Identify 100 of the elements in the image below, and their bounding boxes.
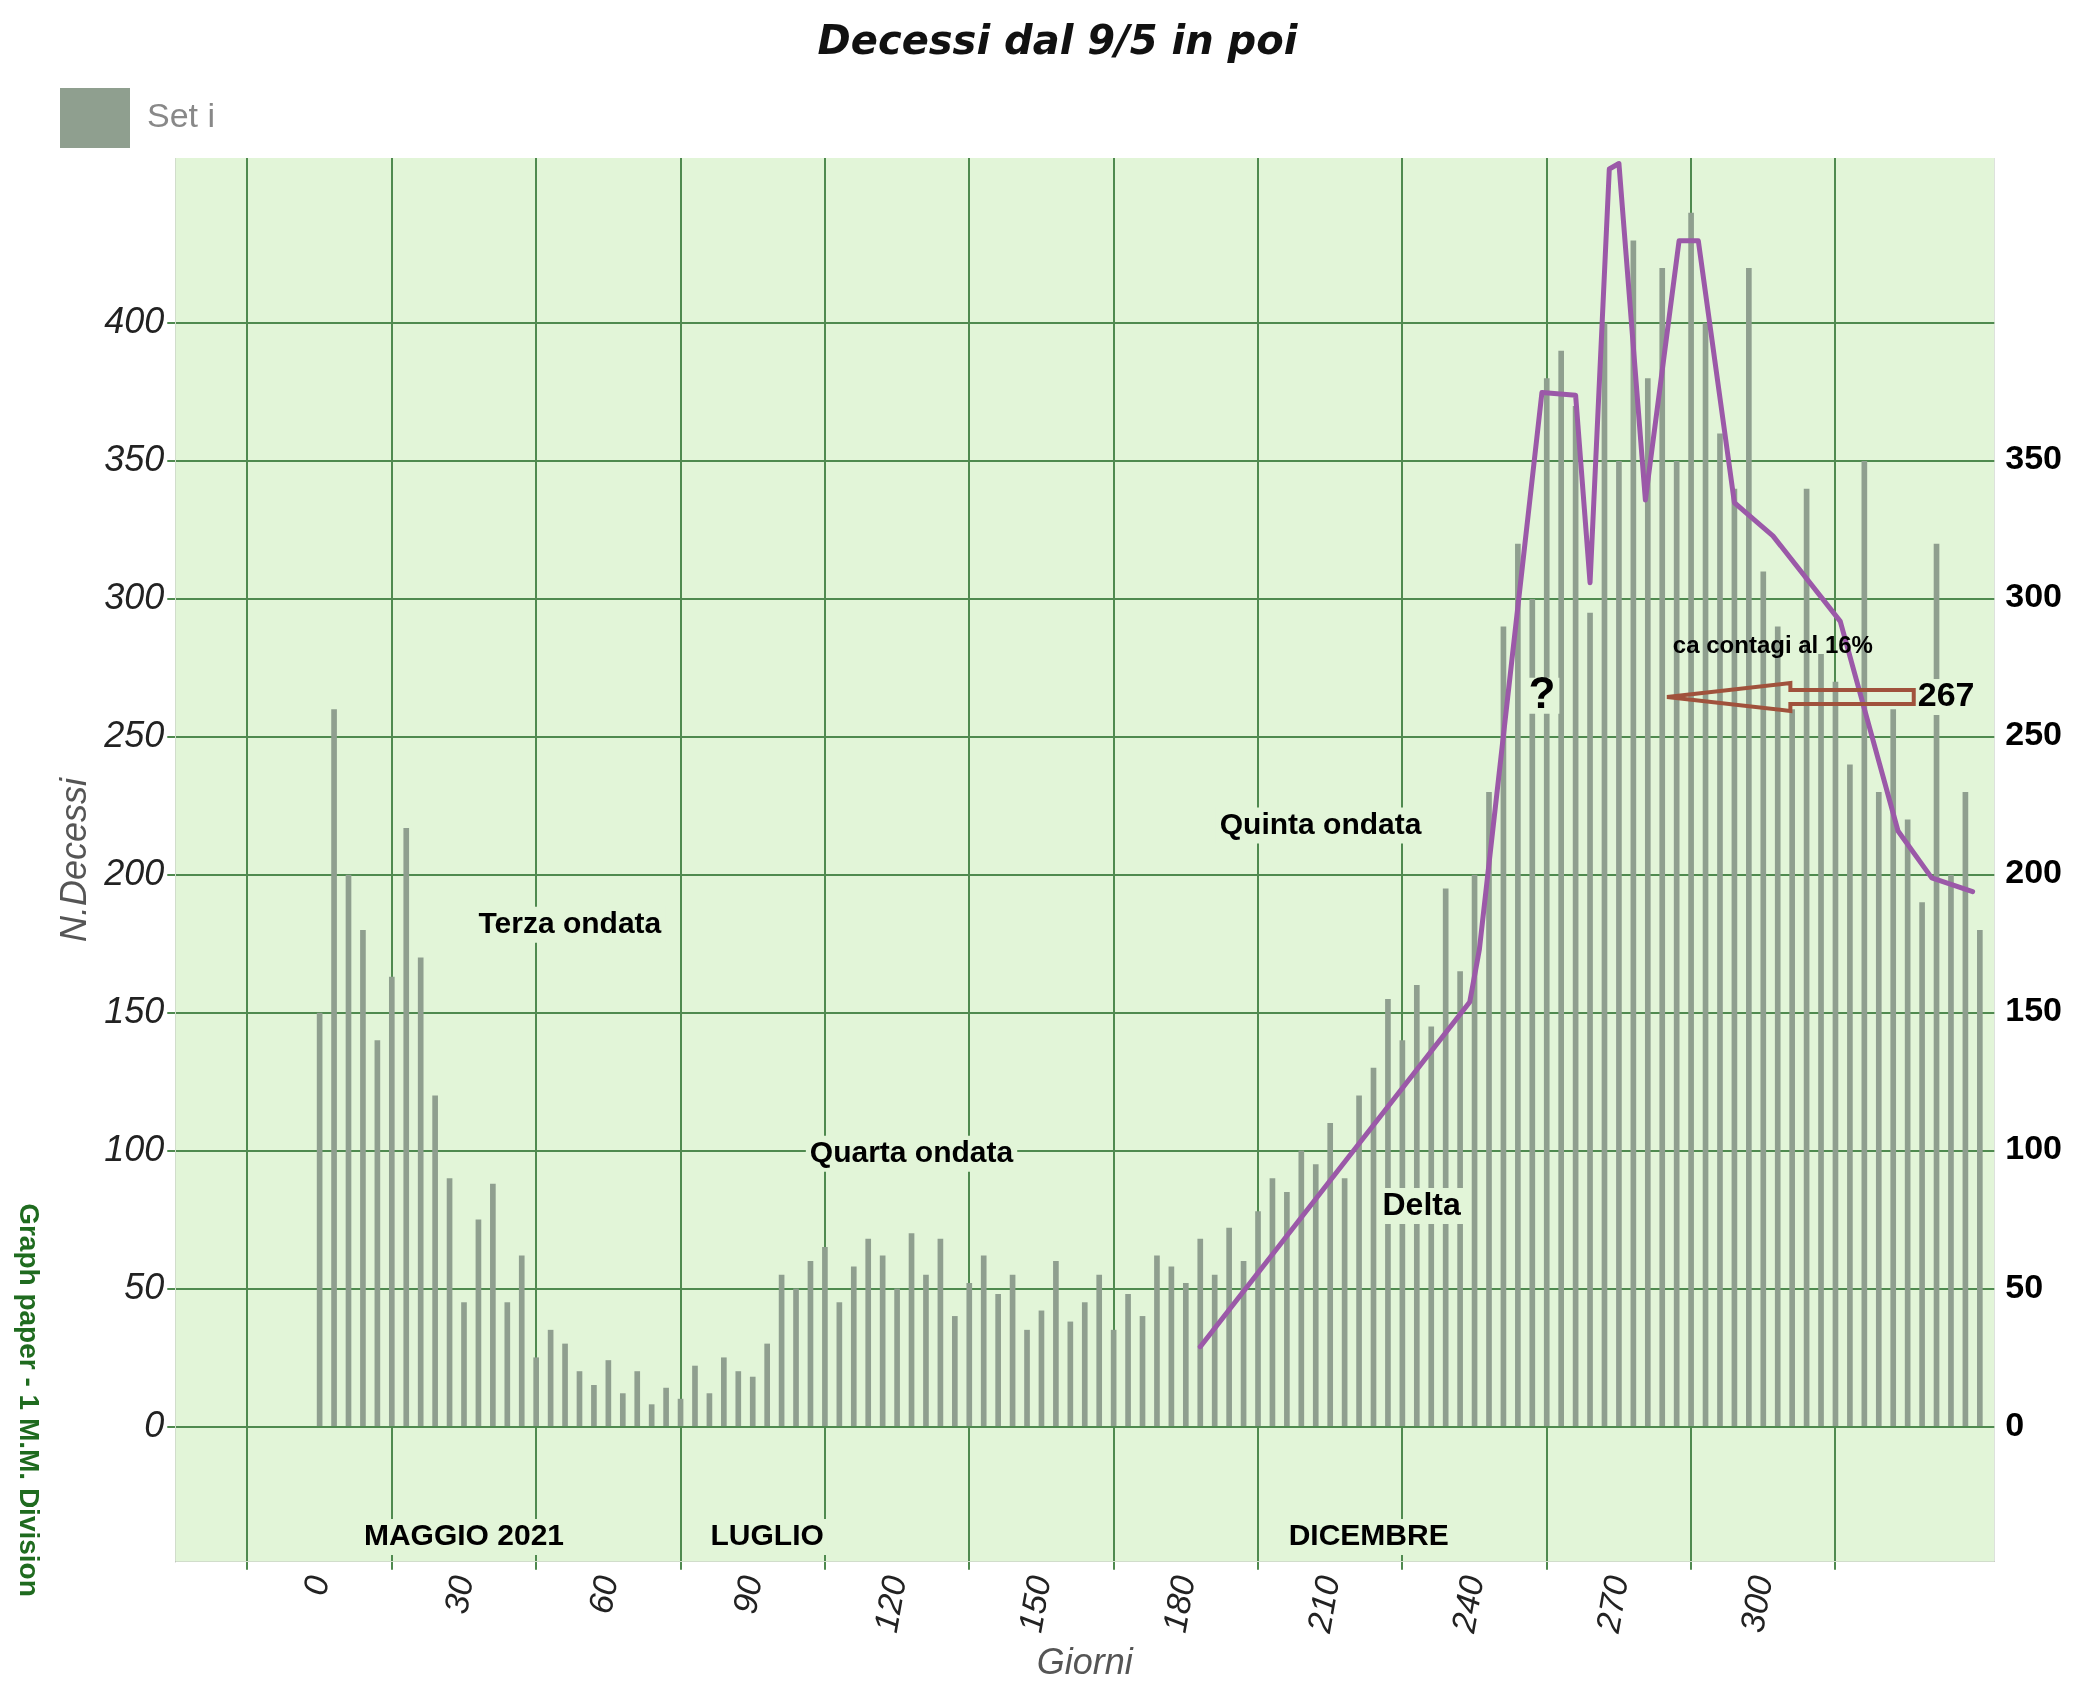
bar [1789,709,1795,1427]
bar [360,929,366,1427]
bar [692,1365,698,1427]
bar [952,1316,958,1427]
bar [1125,1293,1131,1427]
x-tick-label: 180 [1154,1572,1203,1636]
x-tick-label: 60 [580,1572,625,1617]
y-tick-label: 100 [104,1127,165,1169]
bar [764,1343,770,1427]
y2-tick-label: 50 [2005,1266,2044,1305]
annotation: ? [1528,667,1556,717]
bar [648,1404,655,1427]
bar [1211,1274,1218,1427]
bar [562,1343,568,1427]
bar [1081,1302,1088,1427]
bar [995,1293,1001,1427]
bar [1977,929,1983,1427]
bar [634,1371,641,1427]
x-tick-label: 210 [1298,1572,1347,1637]
y-tick-label: 300 [104,576,165,618]
x-tick-label: 240 [1443,1572,1491,1637]
bar [966,1282,973,1427]
x-tick-label: 270 [1587,1572,1636,1637]
bar [663,1387,669,1427]
bar [1875,792,1882,1427]
bar [1197,1238,1204,1427]
bar [793,1288,799,1427]
x-axis-title: Giorni [1036,1641,1134,1683]
bar [1847,764,1853,1427]
y2-tick-label: 0 [2005,1404,2025,1443]
annotation: Quarta ondata [809,1134,1014,1168]
y-tick-label: 150 [104,990,165,1032]
y-tick-label: 50 [124,1265,165,1307]
x-tick-label: 120 [866,1572,914,1636]
bar [1096,1274,1103,1427]
y2-tick-label: 300 [2005,575,2063,614]
bar [1182,1282,1189,1427]
x-tick-label: 150 [1010,1572,1058,1636]
bar [461,1302,467,1427]
bar [432,1095,438,1427]
y-tick-label: 400 [104,300,165,342]
y2-tick-label: 250 [2005,713,2063,752]
bar [1587,612,1593,1427]
y2-tick-label: 150 [2005,990,2063,1029]
bar [504,1302,511,1427]
bar [1284,1191,1290,1427]
bar [1312,1164,1319,1427]
x-tick-label: 90 [724,1572,769,1617]
x-tick-label: 0 [295,1572,336,1598]
bar [417,957,424,1427]
bar [923,1274,929,1427]
bar [1515,543,1521,1427]
bar [403,827,410,1427]
annotation: Delta [1382,1185,1461,1222]
bar [490,1183,496,1427]
bar [533,1357,540,1427]
bar [1644,378,1651,1427]
bar [1327,1122,1334,1427]
bar [865,1238,872,1427]
y-axis-title: N.Decessi [52,776,94,942]
bar [591,1385,597,1427]
bar [850,1266,857,1427]
bar [894,1288,900,1427]
bar [721,1357,727,1427]
bar [1558,350,1565,1427]
annotation: Terza ondata [478,906,662,939]
bar [388,976,395,1427]
annotation: DICEMBRE [1288,1518,1449,1552]
bar [1616,461,1622,1427]
bar [1298,1150,1305,1427]
y-tick-label: 200 [103,852,165,894]
bar [1659,267,1666,1427]
bar [980,1255,987,1427]
chart-title: Decessi dal 9/5 in poi [817,17,1299,64]
bar [822,1247,828,1427]
annotation: LUGLIO [710,1518,824,1552]
y-tick-label: 0 [144,1403,165,1445]
y-tick-label: 350 [104,438,165,480]
bar [1255,1211,1261,1427]
bar [518,1255,525,1427]
y2-tick-label: 200 [2005,852,2063,891]
bar [1919,902,1925,1427]
y2-tick-label: 350 [2005,437,2063,476]
legend-label: Set i [147,96,216,135]
bar [1226,1227,1232,1427]
x-tick-label: 300 [1732,1572,1780,1636]
annotation: 267 [1917,675,1975,714]
bar [619,1393,626,1427]
bar [1486,792,1492,1427]
bar [1053,1260,1059,1427]
bar [1024,1329,1030,1427]
y-tick-label: 250 [103,714,165,756]
annotation: Quinta ondata [1219,806,1422,840]
x-tick-label: 30 [436,1572,481,1617]
bar [1818,654,1824,1427]
bar [1154,1255,1160,1427]
bar [735,1371,742,1427]
y2-tick-label: 100 [2005,1128,2063,1167]
bar [749,1376,756,1427]
text: Graph paper - 1 M.M. Division [14,1203,46,1597]
